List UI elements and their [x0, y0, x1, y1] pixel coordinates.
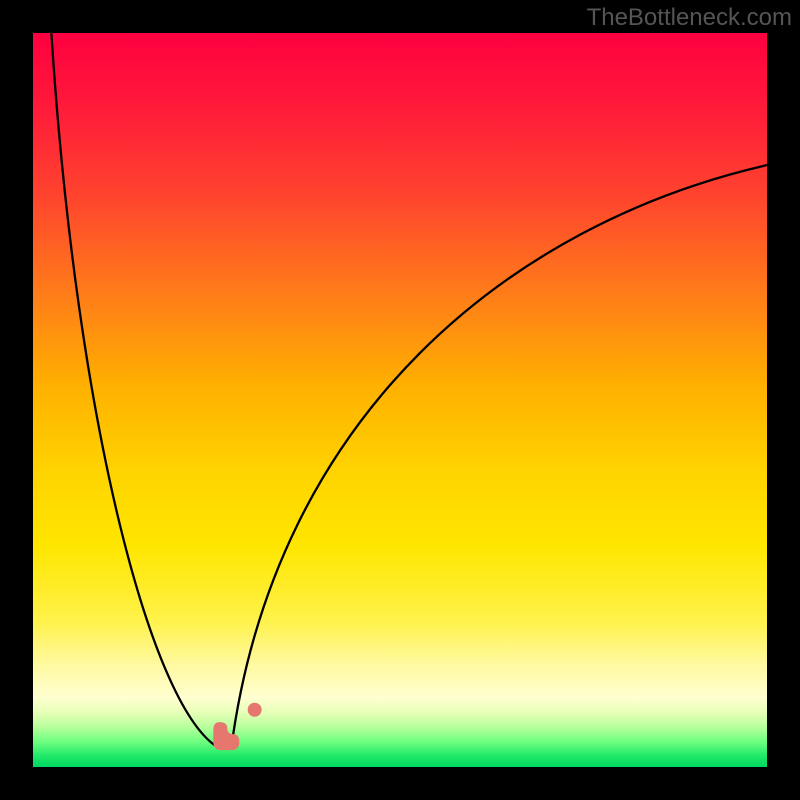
bottleneck-curve-chart	[0, 0, 800, 800]
gradient-background	[33, 33, 767, 767]
valley-marker-dot	[248, 703, 262, 717]
stage: TheBottleneck.com	[0, 0, 800, 800]
watermark-text: TheBottleneck.com	[587, 4, 792, 32]
